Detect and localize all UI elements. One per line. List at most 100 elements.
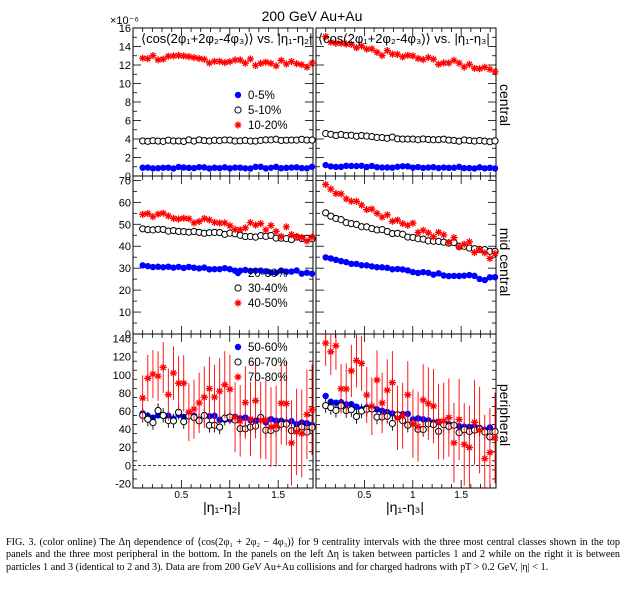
legend-marker bbox=[234, 91, 242, 99]
data-point bbox=[348, 162, 355, 170]
data-point bbox=[476, 246, 484, 254]
data-point bbox=[419, 268, 427, 276]
data-point bbox=[486, 449, 494, 457]
y-tick-label: 140 bbox=[113, 334, 131, 346]
y-exponent-label: ×10⁻⁶ bbox=[110, 15, 139, 27]
y-tick-label: 2 bbox=[125, 153, 131, 165]
data-point bbox=[185, 408, 193, 416]
y-tick-label: -20 bbox=[115, 478, 131, 490]
data-point bbox=[481, 276, 488, 284]
y-tick-label: 50 bbox=[119, 219, 131, 231]
data-point bbox=[226, 265, 234, 273]
data-point bbox=[246, 219, 254, 227]
data-point bbox=[195, 265, 203, 272]
y-tick-label: 40 bbox=[119, 424, 131, 436]
data-point bbox=[409, 52, 417, 60]
data-point bbox=[262, 165, 270, 172]
data-point bbox=[195, 399, 203, 407]
y-tick-label: 0 bbox=[125, 329, 131, 341]
data-point bbox=[378, 213, 386, 221]
data-point bbox=[139, 54, 147, 62]
data-point bbox=[358, 42, 366, 50]
data-point bbox=[277, 399, 285, 407]
data-point bbox=[303, 269, 311, 276]
data-point bbox=[175, 263, 182, 271]
data-point bbox=[267, 423, 275, 431]
data-point bbox=[236, 56, 244, 64]
data-point bbox=[491, 68, 499, 76]
y-tick-label: 20 bbox=[119, 442, 131, 454]
panel-1-2: ⟨cos(2φ₁+2φ₂-4φ₃)⟩ vs. |η₁-η₃| bbox=[315, 27, 499, 177]
data-point bbox=[180, 264, 187, 272]
data-point bbox=[353, 162, 360, 170]
y-tick-label: 20 bbox=[119, 285, 131, 297]
data-point bbox=[388, 379, 396, 387]
data-point bbox=[383, 47, 391, 55]
panel-2-1: 0 10 20 30 40 50 60 70 20-30% 30-40% 40-50% bbox=[119, 175, 316, 341]
data-point bbox=[481, 249, 489, 257]
data-point bbox=[486, 274, 494, 281]
data-point bbox=[465, 238, 473, 246]
data-point bbox=[368, 205, 376, 213]
data-point bbox=[282, 60, 290, 68]
data-point bbox=[414, 269, 422, 277]
data-point bbox=[272, 269, 280, 276]
data-point bbox=[347, 197, 355, 205]
data-point bbox=[211, 164, 218, 171]
data-point bbox=[257, 220, 265, 228]
data-point bbox=[332, 342, 340, 350]
data-point bbox=[180, 52, 188, 60]
y-tick-label: 16 bbox=[119, 23, 131, 35]
y-tick-label: 60 bbox=[119, 406, 131, 418]
data-point bbox=[332, 39, 340, 47]
data-point bbox=[378, 399, 386, 407]
data-point bbox=[445, 414, 453, 422]
y-tick-label: 30 bbox=[119, 263, 131, 275]
data-point bbox=[221, 264, 228, 272]
data-point bbox=[293, 60, 301, 68]
data-point bbox=[144, 164, 152, 171]
data-point bbox=[429, 402, 437, 410]
data-point bbox=[393, 414, 402, 422]
x-tick-label: 0.5 bbox=[357, 490, 371, 501]
observable-label: ⟨cos(2φ₁+2φ₂-4φ₃)⟩ vs. |η₁-η₃| bbox=[318, 31, 490, 46]
data-point bbox=[144, 209, 152, 218]
data-point bbox=[399, 412, 407, 420]
data-point bbox=[373, 164, 381, 171]
data-point bbox=[154, 164, 162, 172]
data-point bbox=[272, 163, 280, 171]
data-point bbox=[378, 164, 386, 171]
data-point bbox=[363, 391, 371, 399]
data-point bbox=[404, 163, 411, 170]
y-tick-label: 10 bbox=[119, 79, 131, 91]
data-point bbox=[440, 164, 447, 171]
data-point bbox=[353, 260, 360, 268]
data-point bbox=[298, 270, 305, 277]
data-point bbox=[383, 386, 391, 394]
legend-label: 0-5% bbox=[248, 90, 275, 102]
data-point bbox=[190, 54, 198, 62]
data-point bbox=[195, 217, 203, 226]
legend-marker bbox=[234, 358, 242, 366]
data-point bbox=[450, 234, 458, 242]
data-point bbox=[242, 266, 249, 274]
data-point bbox=[352, 412, 361, 421]
data-point bbox=[455, 59, 463, 67]
data-point bbox=[282, 400, 290, 408]
data-point bbox=[332, 163, 340, 171]
legend-marker bbox=[234, 106, 242, 114]
data-point bbox=[378, 264, 386, 271]
data-point bbox=[160, 164, 167, 171]
legend-marker bbox=[234, 299, 242, 307]
data-point bbox=[445, 59, 453, 67]
data-point bbox=[424, 53, 432, 62]
series-20-30pct bbox=[322, 254, 499, 284]
x-axis-label-left: |η₁-η₂| bbox=[203, 499, 241, 515]
data-point bbox=[322, 392, 329, 400]
legend-marker bbox=[234, 269, 242, 277]
data-point bbox=[373, 376, 381, 384]
x-tick-label: 1.5 bbox=[454, 490, 468, 501]
data-point bbox=[165, 263, 172, 270]
data-point bbox=[293, 428, 301, 436]
data-point bbox=[419, 396, 427, 404]
